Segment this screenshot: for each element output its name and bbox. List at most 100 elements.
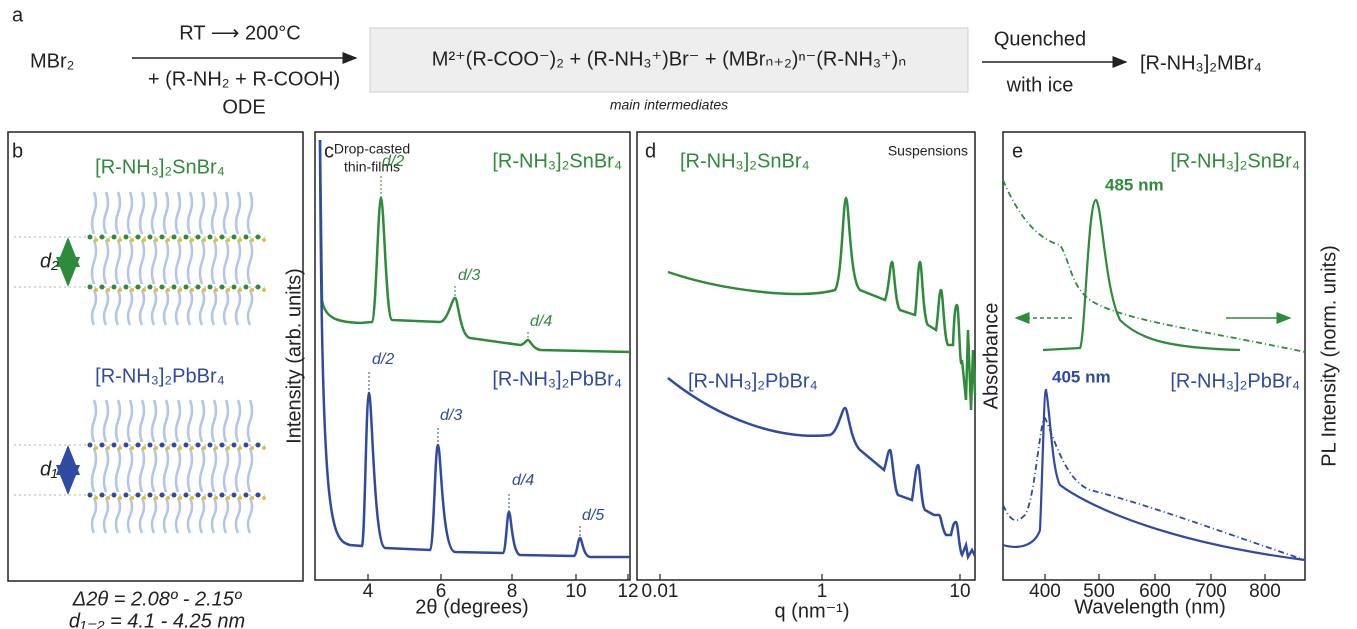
panel-frame <box>7 131 304 582</box>
atom <box>111 234 117 240</box>
absorbance-curve <box>1002 179 1306 353</box>
ligand <box>114 399 122 443</box>
ligand <box>186 447 194 493</box>
ligand <box>90 399 98 443</box>
atom <box>262 238 266 242</box>
peak-label: d/4 <box>530 313 552 330</box>
annotation: Suspensions <box>888 143 968 159</box>
atom <box>99 284 105 290</box>
atom <box>214 496 218 500</box>
atom <box>231 492 237 498</box>
atom <box>154 238 158 242</box>
atom <box>159 234 165 240</box>
intermediates: M²⁺(R-COO⁻)₂ + (R-NH₃⁺)Br⁻ + (MBrₙ₊₂)ⁿ⁻(… <box>432 48 906 70</box>
ligand <box>138 239 146 285</box>
atom <box>178 288 182 292</box>
ligand <box>210 289 218 326</box>
ligand <box>90 497 98 534</box>
ligand <box>162 497 170 534</box>
x-tick-label: 4 <box>363 581 374 602</box>
atom <box>147 234 153 240</box>
atom <box>190 496 194 500</box>
ligand <box>174 289 182 326</box>
ligand <box>102 399 110 443</box>
atom <box>250 238 254 242</box>
atom <box>171 442 177 448</box>
ligand <box>162 289 170 326</box>
ligand <box>198 399 206 443</box>
ligand <box>162 191 170 235</box>
ligand <box>150 289 158 326</box>
atom <box>202 238 206 242</box>
peak-markers <box>368 176 581 538</box>
atom <box>106 288 110 292</box>
ligand <box>198 497 206 534</box>
ligand <box>102 447 110 493</box>
ligand <box>234 497 242 534</box>
pl-curve <box>1002 388 1306 562</box>
spacing: d₁ <box>40 458 57 480</box>
atom <box>154 446 158 450</box>
ligand <box>210 399 218 443</box>
quench: Quenched <box>994 28 1086 50</box>
ligand <box>234 399 242 443</box>
ligand <box>210 497 218 534</box>
atom <box>118 446 122 450</box>
ligand <box>246 399 254 443</box>
conditions: RT ⟶ 200°C <box>179 22 301 44</box>
compound: [R-NH₃]₂SnBr₄ <box>95 156 225 178</box>
atom <box>147 284 153 290</box>
ligand <box>126 497 134 534</box>
atom <box>87 234 93 240</box>
ligand <box>162 399 170 443</box>
x-tick-label: 400 <box>1029 581 1061 602</box>
annotation: thin-films <box>344 159 400 175</box>
ligand <box>114 289 122 326</box>
panel-label: d <box>645 140 656 162</box>
atom <box>243 442 249 448</box>
atom <box>219 492 225 498</box>
atom <box>255 234 261 240</box>
atom <box>178 238 182 242</box>
peak-label: d/3 <box>458 267 480 284</box>
caption: d₁₋₂ = 4.1 - 4.25 nm <box>69 610 245 629</box>
atom <box>226 288 230 292</box>
atom <box>94 446 98 450</box>
ligand <box>222 289 230 326</box>
ligand <box>246 447 254 493</box>
y-label: Intensity (arb. units) <box>283 268 305 444</box>
ligand <box>198 239 206 285</box>
atom <box>255 492 261 498</box>
atom <box>106 446 110 450</box>
series-label: [R-NH₃]₂PbBr₄ <box>492 368 622 390</box>
atom <box>190 446 194 450</box>
atom <box>183 234 189 240</box>
atom <box>87 442 93 448</box>
atom <box>207 234 213 240</box>
ligand <box>186 399 194 443</box>
atom <box>183 442 189 448</box>
atom <box>87 492 93 498</box>
atom <box>118 238 122 242</box>
ligand <box>222 239 230 285</box>
ligand <box>90 447 98 493</box>
series-label: [R-NH₃]₂SnBr₄ <box>1170 150 1300 172</box>
atom <box>250 288 254 292</box>
atom <box>111 284 117 290</box>
atom <box>123 492 129 498</box>
atom <box>147 442 153 448</box>
atom <box>142 496 146 500</box>
atom <box>243 234 249 240</box>
atom <box>135 284 141 290</box>
ligand <box>114 447 122 493</box>
ligand <box>114 191 122 235</box>
x-label: 2θ (degrees) <box>415 596 528 618</box>
x-tick-label: 700 <box>1195 581 1227 602</box>
ligand <box>174 497 182 534</box>
atom <box>166 446 170 450</box>
x-tick-label: 8 <box>507 581 518 602</box>
ligand <box>234 239 242 285</box>
atom <box>190 238 194 242</box>
ligand <box>186 239 194 285</box>
